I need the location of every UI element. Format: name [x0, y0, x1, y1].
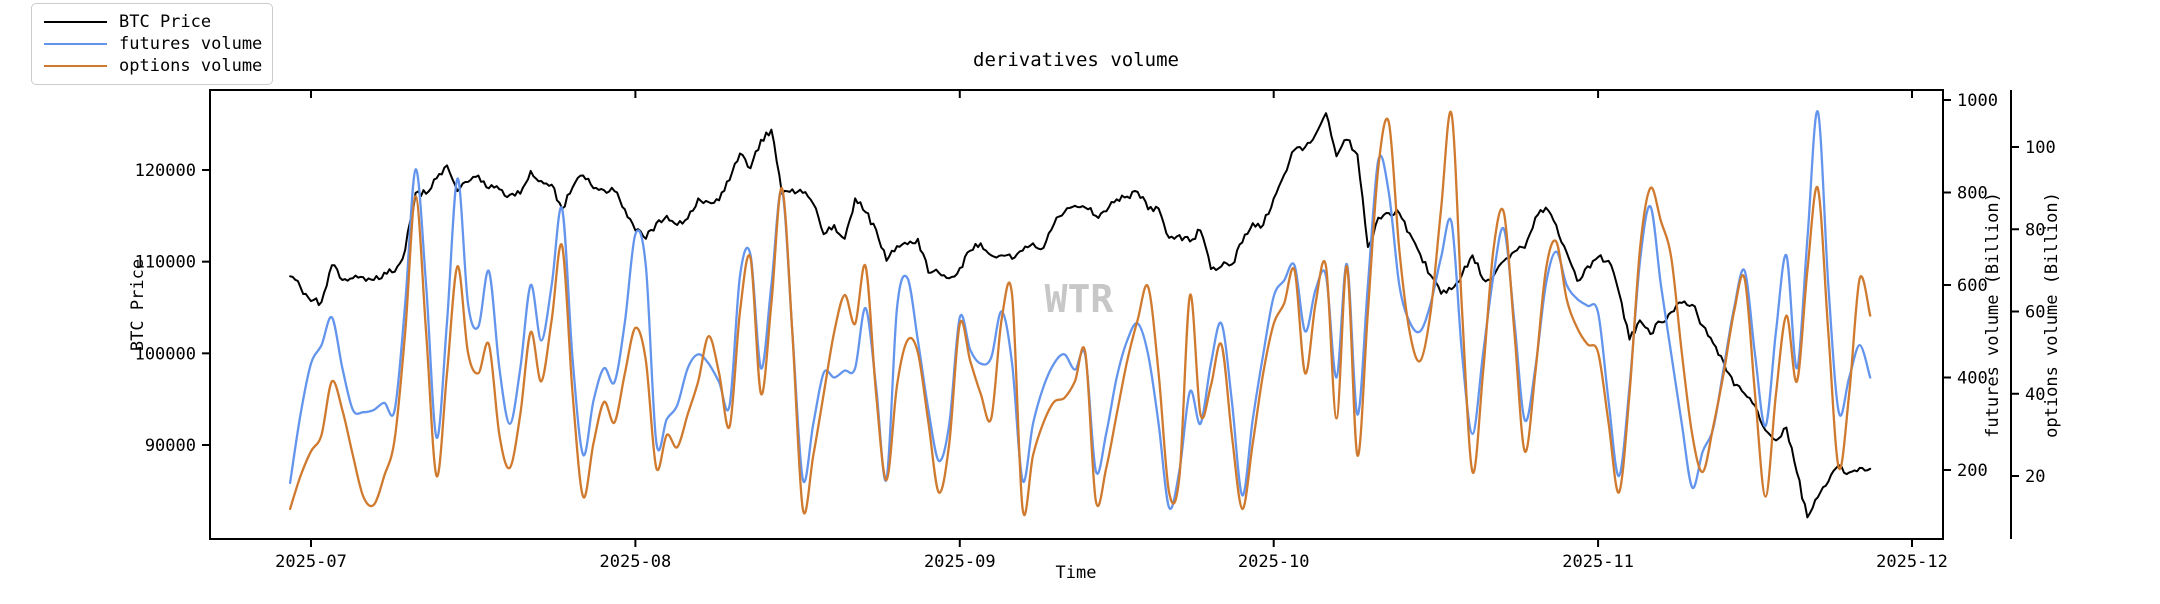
price-tick-label: 100000	[135, 344, 196, 364]
series-layer	[288, 110, 1872, 519]
futures-tick-label: 800	[1957, 184, 1988, 204]
futures-volume-line-swatch	[44, 43, 107, 45]
x-tick-label: 2025-10	[1238, 552, 1310, 572]
options-tick-label: 60	[2025, 303, 2045, 323]
watermark: WTR	[1045, 277, 1114, 321]
options-tick-label: 40	[2025, 385, 2045, 405]
axes-layer: 2025-07 2025-08 2025-09 2025-10 2025-11 2025-…	[135, 89, 2056, 572]
x-tick-label: 2025-07	[275, 552, 347, 572]
legend: BTC Price futures volume options volume	[31, 3, 274, 85]
x-axis-label: Time	[1056, 563, 1097, 583]
options-volume-line	[288, 110, 1872, 517]
futures-tick-label: 600	[1957, 276, 1988, 296]
futures-axis-label: futures volume (Billion)	[1983, 192, 2003, 438]
left-axis-label: BTC Price	[128, 259, 148, 351]
plot-box	[209, 89, 1944, 540]
futures-tick-label: 1000	[1957, 91, 1998, 111]
legend-item-options-volume: options volume	[44, 55, 262, 77]
legend-label: futures volume	[119, 34, 263, 54]
futures-tick-label: 400	[1957, 369, 1988, 389]
legend-label: BTC Price	[119, 12, 212, 32]
x-tick-label: 2025-08	[600, 552, 672, 572]
options-tick-label: 20	[2025, 467, 2045, 487]
x-tick-label: 2025-12	[1876, 552, 1948, 572]
btc-price-line-swatch	[44, 21, 107, 23]
futures-tick-label: 200	[1957, 461, 1988, 481]
price-tick-label: 120000	[135, 161, 196, 181]
options-tick-label: 80	[2025, 220, 2045, 240]
options-axis-label: options volume (Billion)	[2042, 192, 2062, 438]
x-tick-label: 2025-09	[924, 552, 996, 572]
price-tick-label: 110000	[135, 253, 196, 273]
price-tick-label: 90000	[145, 436, 196, 456]
options-volume-line-swatch	[44, 65, 107, 67]
x-tick-label: 2025-11	[1562, 552, 1634, 572]
btc-price-line	[289, 112, 1872, 519]
chart-title: derivatives volume	[973, 49, 1179, 71]
legend-item-futures-volume: futures volume	[44, 33, 262, 55]
legend-label: options volume	[119, 56, 263, 76]
options-tick-label: 100	[2025, 138, 2056, 158]
legend-item-btc-price: BTC Price	[44, 11, 262, 33]
